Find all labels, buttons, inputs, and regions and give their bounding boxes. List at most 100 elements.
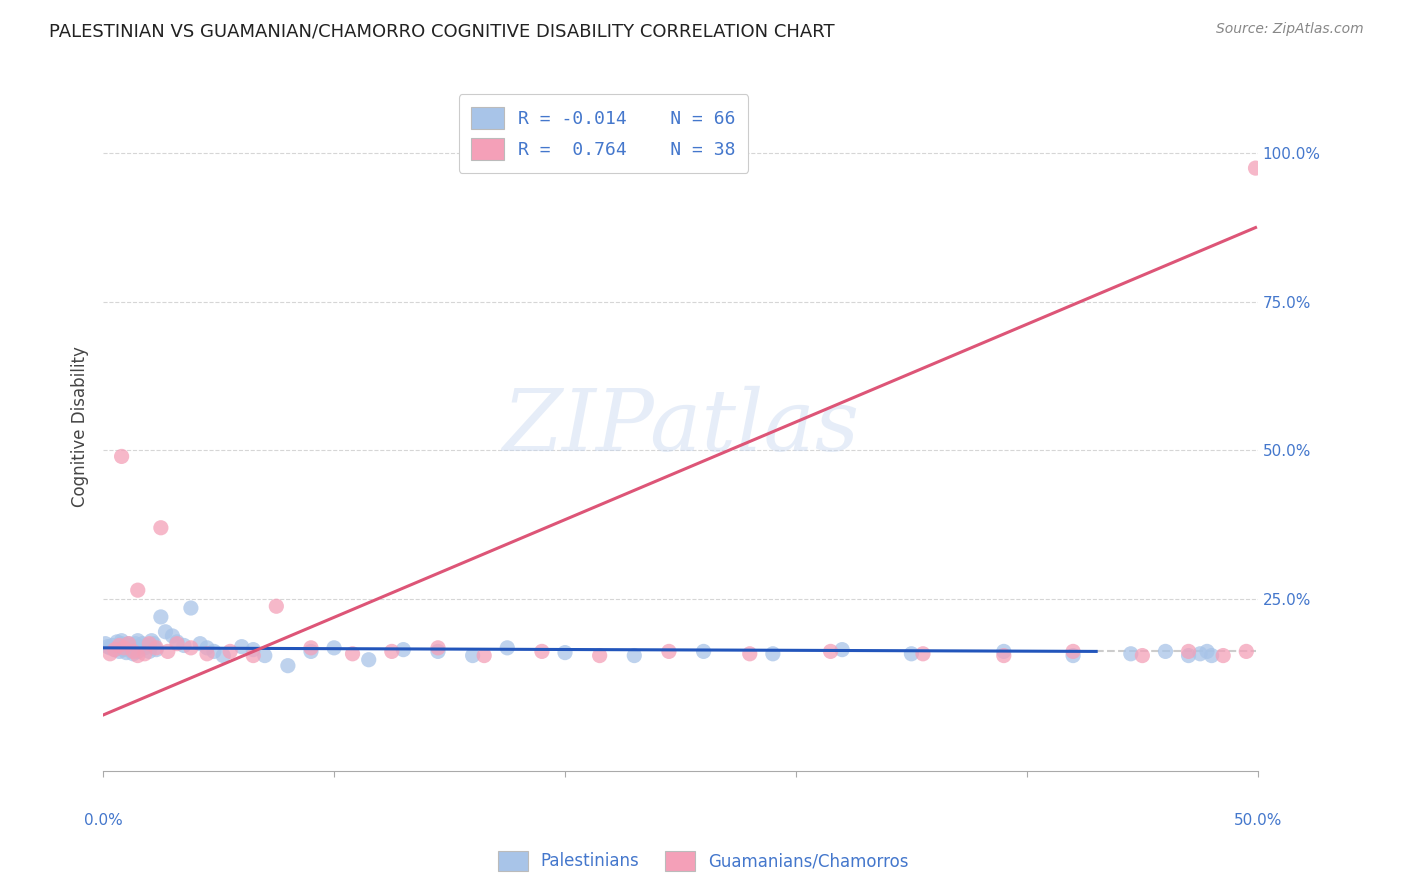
Point xyxy=(156,644,179,658)
Point xyxy=(231,640,253,654)
Point xyxy=(173,639,195,653)
Point xyxy=(117,637,139,651)
Point xyxy=(427,644,450,658)
Point xyxy=(242,648,264,663)
Point xyxy=(105,635,128,649)
Point xyxy=(149,521,172,535)
Point xyxy=(1234,644,1257,658)
Point xyxy=(212,648,235,663)
Point xyxy=(112,640,135,655)
Point xyxy=(277,658,299,673)
Point xyxy=(427,640,450,655)
Point xyxy=(195,647,218,661)
Point xyxy=(127,648,149,663)
Point xyxy=(136,639,159,653)
Point xyxy=(115,646,138,660)
Point xyxy=(1062,648,1084,663)
Point xyxy=(588,648,610,663)
Text: ZIPatlas: ZIPatlas xyxy=(502,385,859,468)
Point xyxy=(134,640,156,655)
Point xyxy=(911,647,934,661)
Point xyxy=(110,633,132,648)
Legend: Palestinians, Guamanians/Chamorros: Palestinians, Guamanians/Chamorros xyxy=(489,842,917,880)
Point xyxy=(115,639,138,653)
Point xyxy=(658,644,681,658)
Point xyxy=(108,644,131,658)
Text: Source: ZipAtlas.com: Source: ZipAtlas.com xyxy=(1216,22,1364,37)
Text: 50.0%: 50.0% xyxy=(1233,814,1282,828)
Point xyxy=(554,646,576,660)
Text: PALESTINIAN VS GUAMANIAN/CHAMORRO COGNITIVE DISABILITY CORRELATION CHART: PALESTINIAN VS GUAMANIAN/CHAMORRO COGNIT… xyxy=(49,22,835,40)
Legend: R = -0.014    N = 66, R =  0.764    N = 38: R = -0.014 N = 66, R = 0.764 N = 38 xyxy=(458,95,748,173)
Point xyxy=(299,640,322,655)
Point xyxy=(219,644,242,658)
Point xyxy=(242,642,264,657)
Point xyxy=(110,637,132,651)
Point xyxy=(392,642,415,657)
Point xyxy=(129,640,152,654)
Point xyxy=(112,640,135,654)
Point xyxy=(120,642,142,657)
Point xyxy=(1130,648,1153,663)
Point xyxy=(127,633,149,648)
Point xyxy=(1201,648,1223,663)
Point xyxy=(101,639,124,653)
Point xyxy=(738,647,761,661)
Point xyxy=(323,640,346,655)
Point xyxy=(202,644,225,658)
Point xyxy=(1177,644,1199,658)
Point xyxy=(692,644,714,658)
Point xyxy=(472,648,495,663)
Point xyxy=(762,647,785,661)
Point xyxy=(112,642,135,657)
Point xyxy=(108,639,131,653)
Point xyxy=(162,629,184,643)
Point xyxy=(98,640,121,655)
Point xyxy=(122,647,145,661)
Point xyxy=(180,640,202,655)
Text: 0.0%: 0.0% xyxy=(84,814,122,828)
Point xyxy=(94,637,117,651)
Point xyxy=(149,610,172,624)
Point xyxy=(1062,644,1084,658)
Point xyxy=(145,642,167,657)
Point xyxy=(266,599,288,614)
Point xyxy=(138,637,160,651)
Point xyxy=(1195,644,1218,658)
Point xyxy=(98,647,121,661)
Point xyxy=(1189,647,1212,661)
Point xyxy=(104,642,127,657)
Point xyxy=(1177,648,1199,663)
Point xyxy=(117,637,139,651)
Point xyxy=(993,644,1015,658)
Point xyxy=(461,648,484,663)
Point xyxy=(381,644,404,658)
Point xyxy=(124,637,146,651)
Point xyxy=(342,647,364,661)
Point xyxy=(124,642,146,657)
Point xyxy=(127,644,149,658)
Point xyxy=(530,644,553,658)
Point xyxy=(166,635,188,649)
Point xyxy=(117,640,139,655)
Point xyxy=(188,637,211,651)
Point xyxy=(993,648,1015,663)
Point xyxy=(900,647,922,661)
Point xyxy=(180,601,202,615)
Point xyxy=(120,639,142,653)
Point xyxy=(141,633,163,648)
Point xyxy=(299,644,322,658)
Y-axis label: Cognitive Disability: Cognitive Disability xyxy=(72,346,89,508)
Point xyxy=(1244,161,1267,175)
Point xyxy=(820,644,842,658)
Point xyxy=(131,637,153,651)
Point xyxy=(1212,648,1234,663)
Point xyxy=(166,637,188,651)
Point xyxy=(134,647,156,661)
Point xyxy=(142,637,165,651)
Point xyxy=(97,640,120,654)
Point xyxy=(138,644,160,658)
Point xyxy=(357,653,380,667)
Point xyxy=(623,648,645,663)
Point xyxy=(496,640,519,655)
